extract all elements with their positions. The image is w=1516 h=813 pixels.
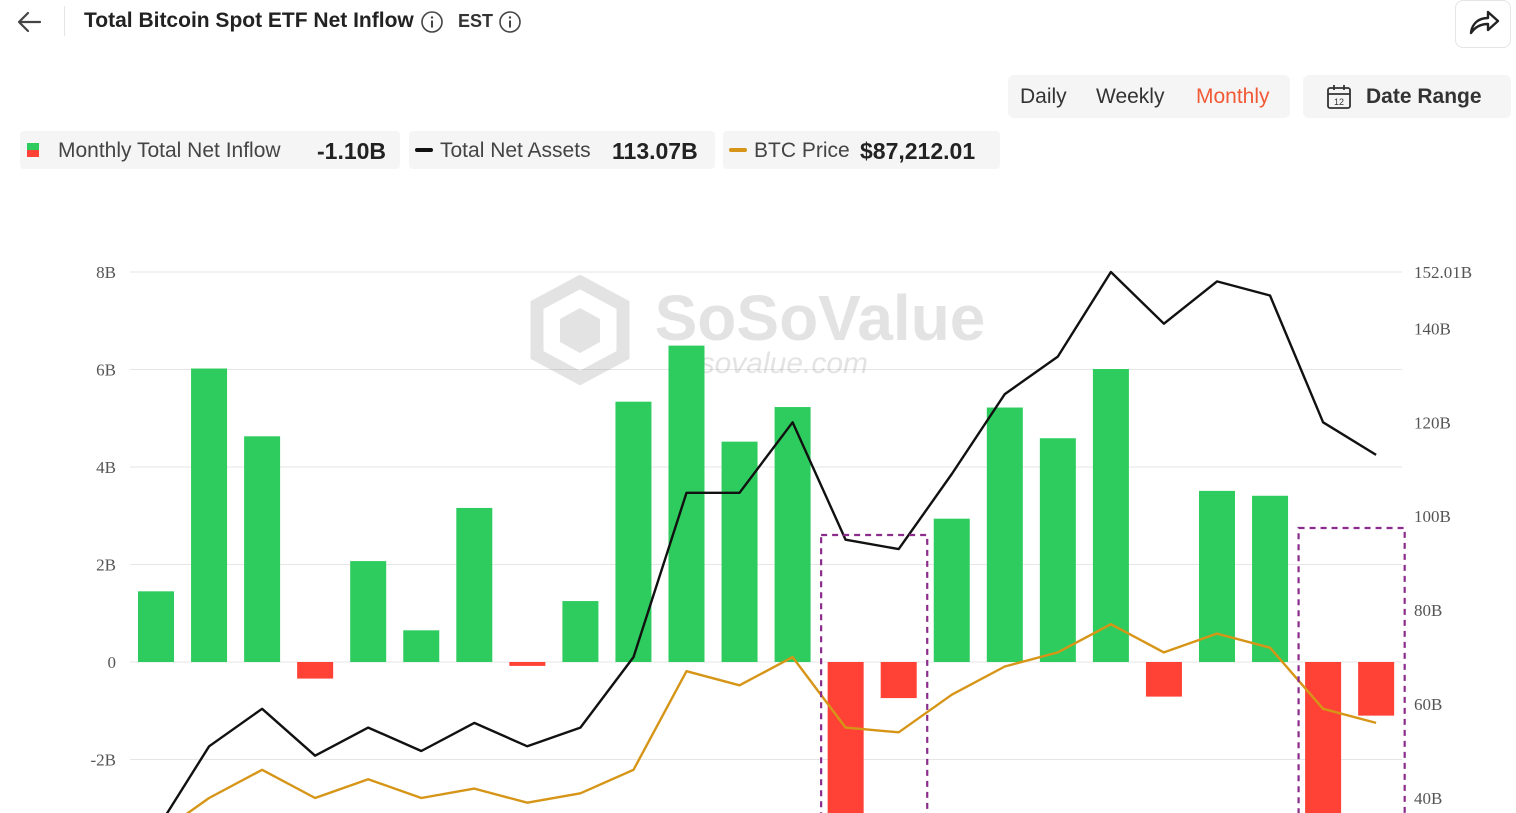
right-axis-tick-label: 140B	[1414, 319, 1451, 338]
legend-total-net-assets-name: Total Net Assets	[440, 139, 591, 162]
date-range-button[interactable]: 12 Date Range	[1303, 75, 1511, 118]
total-net-assets-line	[165, 270, 1377, 813]
inflow-bar	[456, 507, 493, 662]
right-axis-tick-label: 80B	[1414, 601, 1442, 620]
inflow-bar	[1305, 662, 1342, 813]
legend-total-net-assets-value: 113.07B	[612, 138, 698, 164]
inflow-bar	[350, 561, 387, 662]
legend-assets-line-swatch	[415, 148, 433, 152]
back-button[interactable]	[14, 6, 46, 38]
inflow-bar	[509, 662, 546, 666]
share-button[interactable]	[1455, 0, 1511, 48]
legend-btc-price-value: $87,212.01	[860, 138, 976, 164]
inflow-bar	[191, 368, 228, 662]
period-monthly-button[interactable]: Monthly	[1196, 85, 1270, 108]
inflow-bar	[774, 407, 811, 662]
legend-btc-price-name: BTC Price	[754, 139, 850, 162]
inflow-bar	[827, 662, 864, 813]
inflow-bar	[668, 345, 705, 662]
header: Total Bitcoin Spot ETF Net Inflow EST	[0, 0, 1516, 48]
inflow-chart: SoSoValue sosovalue.com 8B 6B 4B 2B 0 -2B 152.…	[91, 263, 1472, 813]
right-axis-tick-label: 60B	[1414, 695, 1442, 714]
watermark-brand: SoSoValue	[655, 282, 986, 354]
right-axis-tick-label: 152.01B	[1414, 263, 1472, 282]
right-axis-tick-label: 100B	[1414, 507, 1451, 526]
period-daily-button[interactable]: Daily	[1020, 85, 1067, 108]
arrow-left-icon	[17, 11, 42, 33]
inflow-bar	[562, 601, 599, 662]
btc-price-line	[185, 623, 1377, 813]
outflow-highlight-box	[820, 533, 929, 813]
legend-net-inflow[interactable]: Monthly Total Net Inflow -1.10B	[20, 131, 400, 169]
inflow-bar	[880, 662, 917, 699]
inflow-bar	[1092, 369, 1129, 662]
header-divider	[64, 6, 65, 36]
inflow-bar	[403, 630, 440, 662]
left-axis-tick-label: 4B	[96, 458, 116, 477]
inflow-bar	[615, 401, 652, 662]
date-range-label: Date Range	[1366, 85, 1482, 108]
right-axis-tick-label: 40B	[1414, 789, 1442, 808]
legend-btc-price[interactable]: BTC Price $87,212.01	[723, 131, 1000, 169]
inflow-bar	[1039, 438, 1076, 662]
inflow-bar	[138, 591, 174, 662]
left-axis-tick-label: 0	[108, 653, 117, 672]
legend-net-inflow-name: Monthly Total Net Inflow	[58, 139, 281, 162]
left-axis-tick-label: -2B	[91, 751, 117, 770]
inflow-bar	[986, 407, 1023, 662]
period-weekly-button[interactable]: Weekly	[1096, 85, 1165, 108]
legend-net-inflow-value: -1.10B	[317, 138, 387, 164]
right-axis-tick-label: 120B	[1414, 413, 1451, 432]
inflow-bar	[1358, 662, 1395, 716]
inflow-bar	[244, 436, 281, 662]
svg-text:12: 12	[1334, 97, 1344, 107]
page-title: Total Bitcoin Spot ETF Net Inflow	[84, 9, 414, 32]
share-icon	[1469, 10, 1500, 35]
left-axis-tick-label: 6B	[96, 361, 116, 380]
title-info-icon[interactable]	[420, 10, 444, 34]
legend-total-net-assets[interactable]: Total Net Assets 113.07B	[409, 131, 715, 169]
timezone-info-icon[interactable]	[498, 10, 522, 34]
watermark: SoSoValue sosovalue.com	[530, 274, 986, 386]
legend-price-line-swatch	[729, 148, 747, 152]
timezone-label: EST	[458, 11, 494, 31]
inflow-bar	[933, 518, 970, 662]
left-axis-tick-label: 8B	[96, 263, 116, 282]
inflow-bar	[297, 662, 334, 679]
period-selector: Daily Weekly Monthly	[1008, 75, 1290, 118]
inflow-bar	[1145, 662, 1182, 697]
left-axis-tick-label: 2B	[96, 556, 116, 575]
inflow-bar	[1252, 495, 1289, 662]
calendar-icon: 12	[1327, 85, 1351, 109]
legend-bar-swatch-icon	[27, 143, 39, 157]
